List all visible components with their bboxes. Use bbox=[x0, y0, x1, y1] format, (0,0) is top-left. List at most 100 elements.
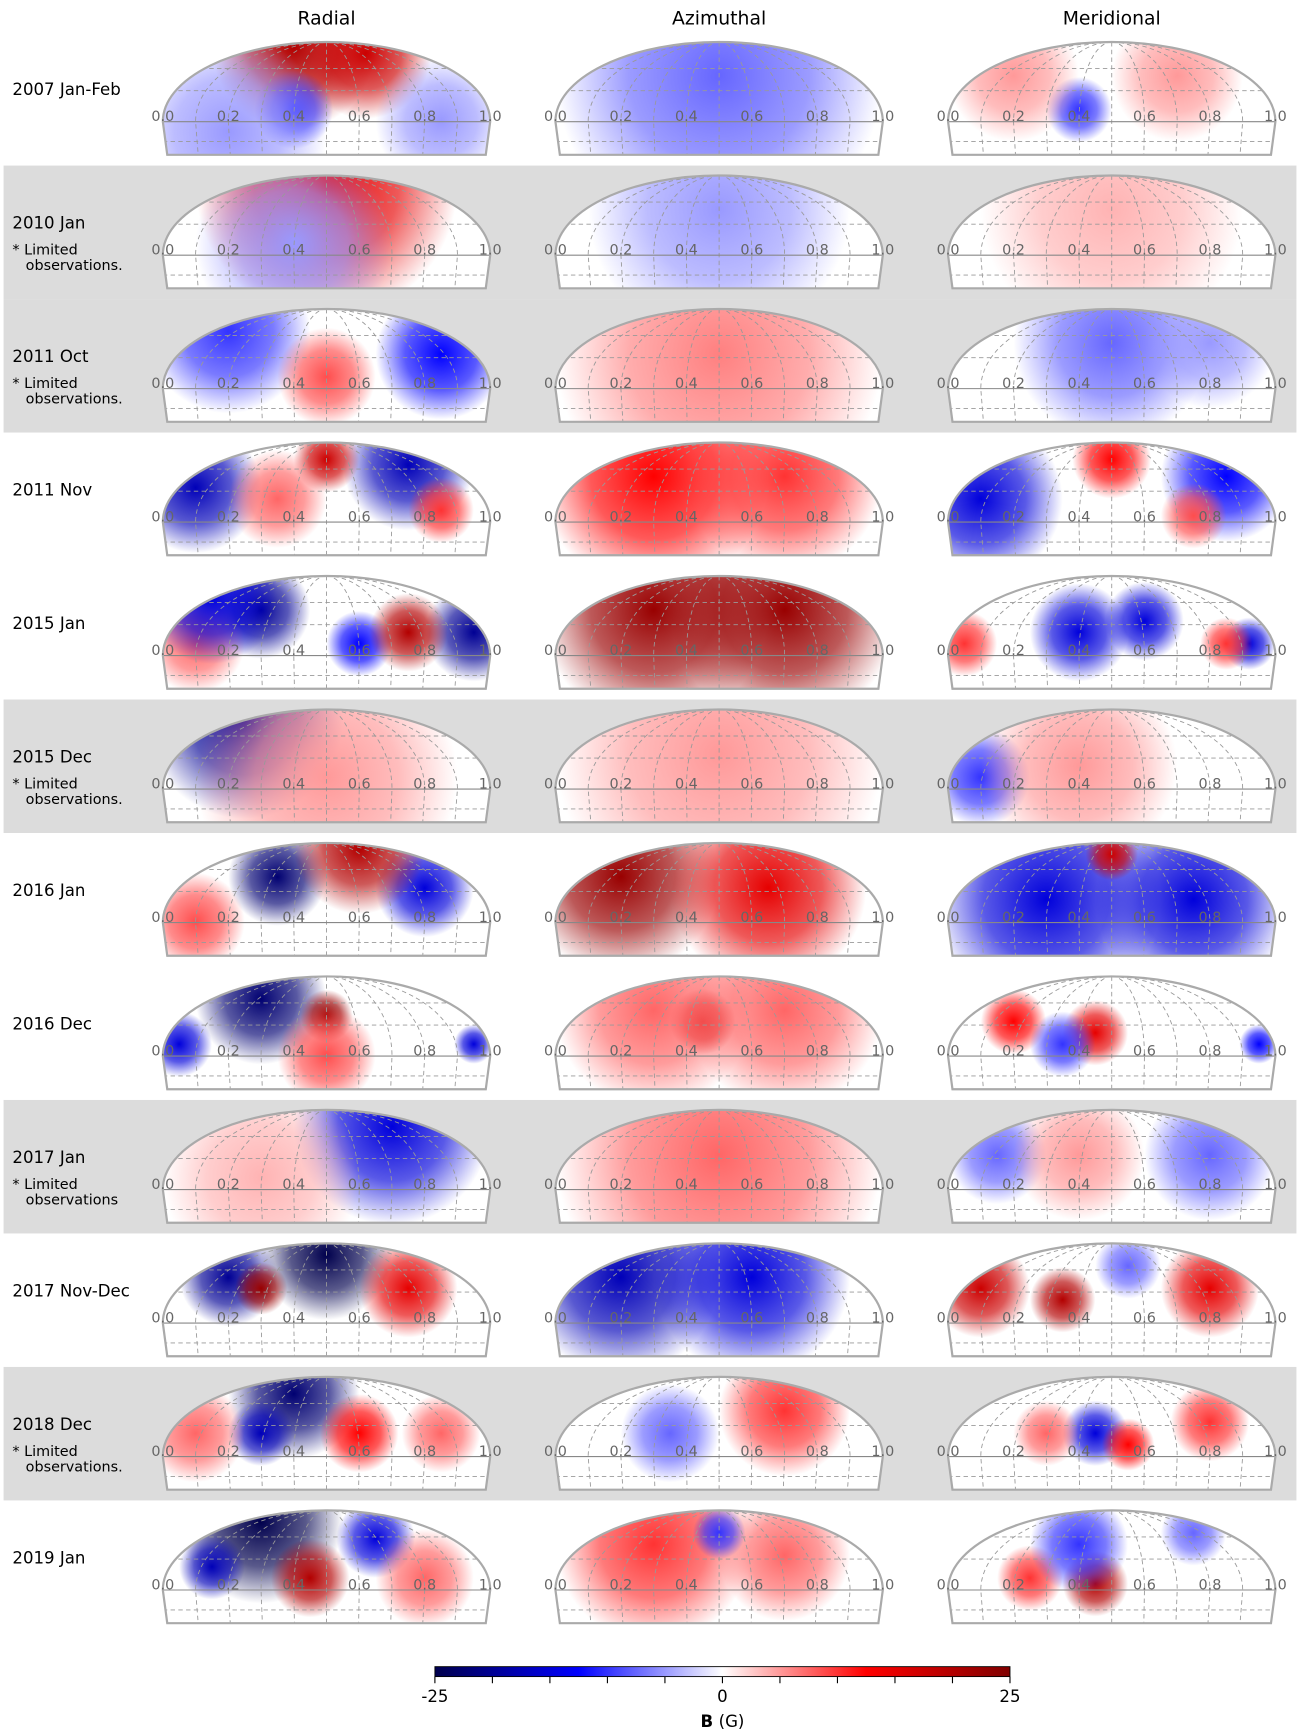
meridian bbox=[1111, 175, 1211, 289]
map bbox=[948, 42, 1276, 155]
phase-label: 0.8 bbox=[806, 109, 829, 125]
meridian bbox=[195, 575, 327, 689]
meridian bbox=[719, 1376, 818, 1490]
meridian bbox=[326, 1510, 393, 1624]
phase-label: 0.6 bbox=[740, 1311, 763, 1327]
meridian bbox=[620, 575, 720, 689]
phase-label: 0.0 bbox=[544, 910, 567, 926]
phase-label: 1.0 bbox=[479, 243, 502, 259]
meridian bbox=[260, 442, 327, 556]
field-region bbox=[653, 1243, 851, 1357]
map bbox=[555, 175, 883, 289]
phase-label: 0.0 bbox=[151, 1311, 174, 1327]
phase-label: 1.0 bbox=[1264, 510, 1287, 526]
colorbar-label-unit: (G) bbox=[719, 1711, 745, 1730]
meridian bbox=[1045, 575, 1112, 689]
phase-label: 0.6 bbox=[740, 910, 763, 926]
phase-label: 0.6 bbox=[740, 643, 763, 659]
field-region bbox=[719, 1510, 851, 1621]
phase-label: 0.0 bbox=[151, 1044, 174, 1060]
row-label: 2018 Dec bbox=[12, 1415, 92, 1434]
row-note: * Limited bbox=[12, 1444, 77, 1460]
phase-label: 0.8 bbox=[806, 376, 829, 392]
field-region bbox=[948, 442, 1063, 556]
row-label: 2016 Dec bbox=[12, 1015, 92, 1034]
meridian bbox=[620, 1243, 720, 1357]
phase-label: 0.2 bbox=[1002, 910, 1025, 926]
phase-label: 0.0 bbox=[544, 510, 567, 526]
meridian bbox=[620, 1376, 720, 1490]
map bbox=[948, 575, 1276, 689]
map-outline bbox=[161, 975, 492, 1091]
meridian bbox=[195, 842, 327, 956]
phase-label: 0.2 bbox=[609, 1444, 632, 1460]
map-outline bbox=[946, 1108, 1277, 1224]
phase-label: 0.8 bbox=[806, 1444, 829, 1460]
meridian bbox=[1111, 976, 1211, 1090]
phase-label: 0.8 bbox=[1199, 109, 1222, 125]
meridian bbox=[719, 308, 786, 422]
meridian bbox=[326, 175, 458, 289]
meridian bbox=[326, 575, 393, 689]
phase-label: 1.0 bbox=[871, 1578, 894, 1594]
meridian bbox=[587, 575, 720, 689]
meridian bbox=[1013, 308, 1112, 422]
phase-label: 0.8 bbox=[413, 1578, 436, 1594]
phase-label: 1.0 bbox=[1264, 1044, 1287, 1060]
field-region bbox=[948, 842, 1161, 956]
phase-label: 0.0 bbox=[937, 1177, 960, 1193]
meridian bbox=[326, 1109, 393, 1223]
meridian bbox=[195, 1510, 327, 1624]
meridian bbox=[1013, 1376, 1112, 1490]
phase-label: 0.4 bbox=[1068, 376, 1091, 392]
meridian bbox=[326, 575, 458, 689]
phase-label: 0.8 bbox=[413, 243, 436, 259]
map-outline bbox=[161, 1108, 492, 1224]
map-outline bbox=[554, 40, 884, 156]
phase-label: 0.2 bbox=[1002, 376, 1025, 392]
map bbox=[555, 842, 883, 956]
colorbar bbox=[434, 1666, 1011, 1678]
map-outline bbox=[554, 574, 884, 690]
meridian bbox=[1013, 1109, 1112, 1223]
phase-label: 0.2 bbox=[217, 243, 240, 259]
phase-label: 0.8 bbox=[1199, 1444, 1222, 1460]
map-outline bbox=[554, 975, 884, 1091]
phase-label: 0.4 bbox=[675, 510, 698, 526]
meridian bbox=[653, 709, 720, 823]
phase-label: 0.8 bbox=[1199, 643, 1222, 659]
meridian bbox=[1111, 175, 1178, 289]
phase-label: 1.0 bbox=[479, 1444, 502, 1460]
meridian bbox=[719, 1510, 818, 1624]
phase-label: 0.0 bbox=[937, 109, 960, 125]
field-region bbox=[686, 976, 883, 1090]
meridian bbox=[653, 575, 720, 689]
phase-label: 0.0 bbox=[151, 777, 174, 793]
meridian bbox=[653, 1109, 720, 1223]
meridian bbox=[260, 42, 327, 155]
meridian bbox=[980, 1376, 1112, 1490]
phase-label: 0.0 bbox=[151, 109, 174, 125]
phase-label: 0.6 bbox=[740, 1177, 763, 1193]
meridian bbox=[719, 1510, 786, 1624]
phase-label: 0.8 bbox=[413, 109, 436, 125]
phase-label: 0.8 bbox=[1199, 1578, 1222, 1594]
meridian bbox=[620, 442, 720, 556]
meridian bbox=[326, 442, 426, 556]
phase-label: 0.6 bbox=[1133, 1311, 1156, 1327]
phase-label: 0.0 bbox=[937, 1444, 960, 1460]
map-outline bbox=[161, 1509, 492, 1625]
field-region bbox=[1013, 1400, 1079, 1467]
meridian bbox=[1013, 42, 1112, 155]
meridian bbox=[719, 1109, 786, 1223]
phase-label: 0.4 bbox=[1068, 243, 1091, 259]
phase-label: 0.8 bbox=[806, 643, 829, 659]
phase-label: 0.6 bbox=[1133, 1177, 1156, 1193]
meridian bbox=[326, 1376, 458, 1490]
phase-label: 0.2 bbox=[609, 643, 632, 659]
phase-label: 0.4 bbox=[1068, 1311, 1091, 1327]
meridian bbox=[653, 175, 720, 289]
meridian bbox=[1111, 575, 1178, 689]
meridian bbox=[326, 442, 458, 556]
phase-label: 0.2 bbox=[609, 1177, 632, 1193]
